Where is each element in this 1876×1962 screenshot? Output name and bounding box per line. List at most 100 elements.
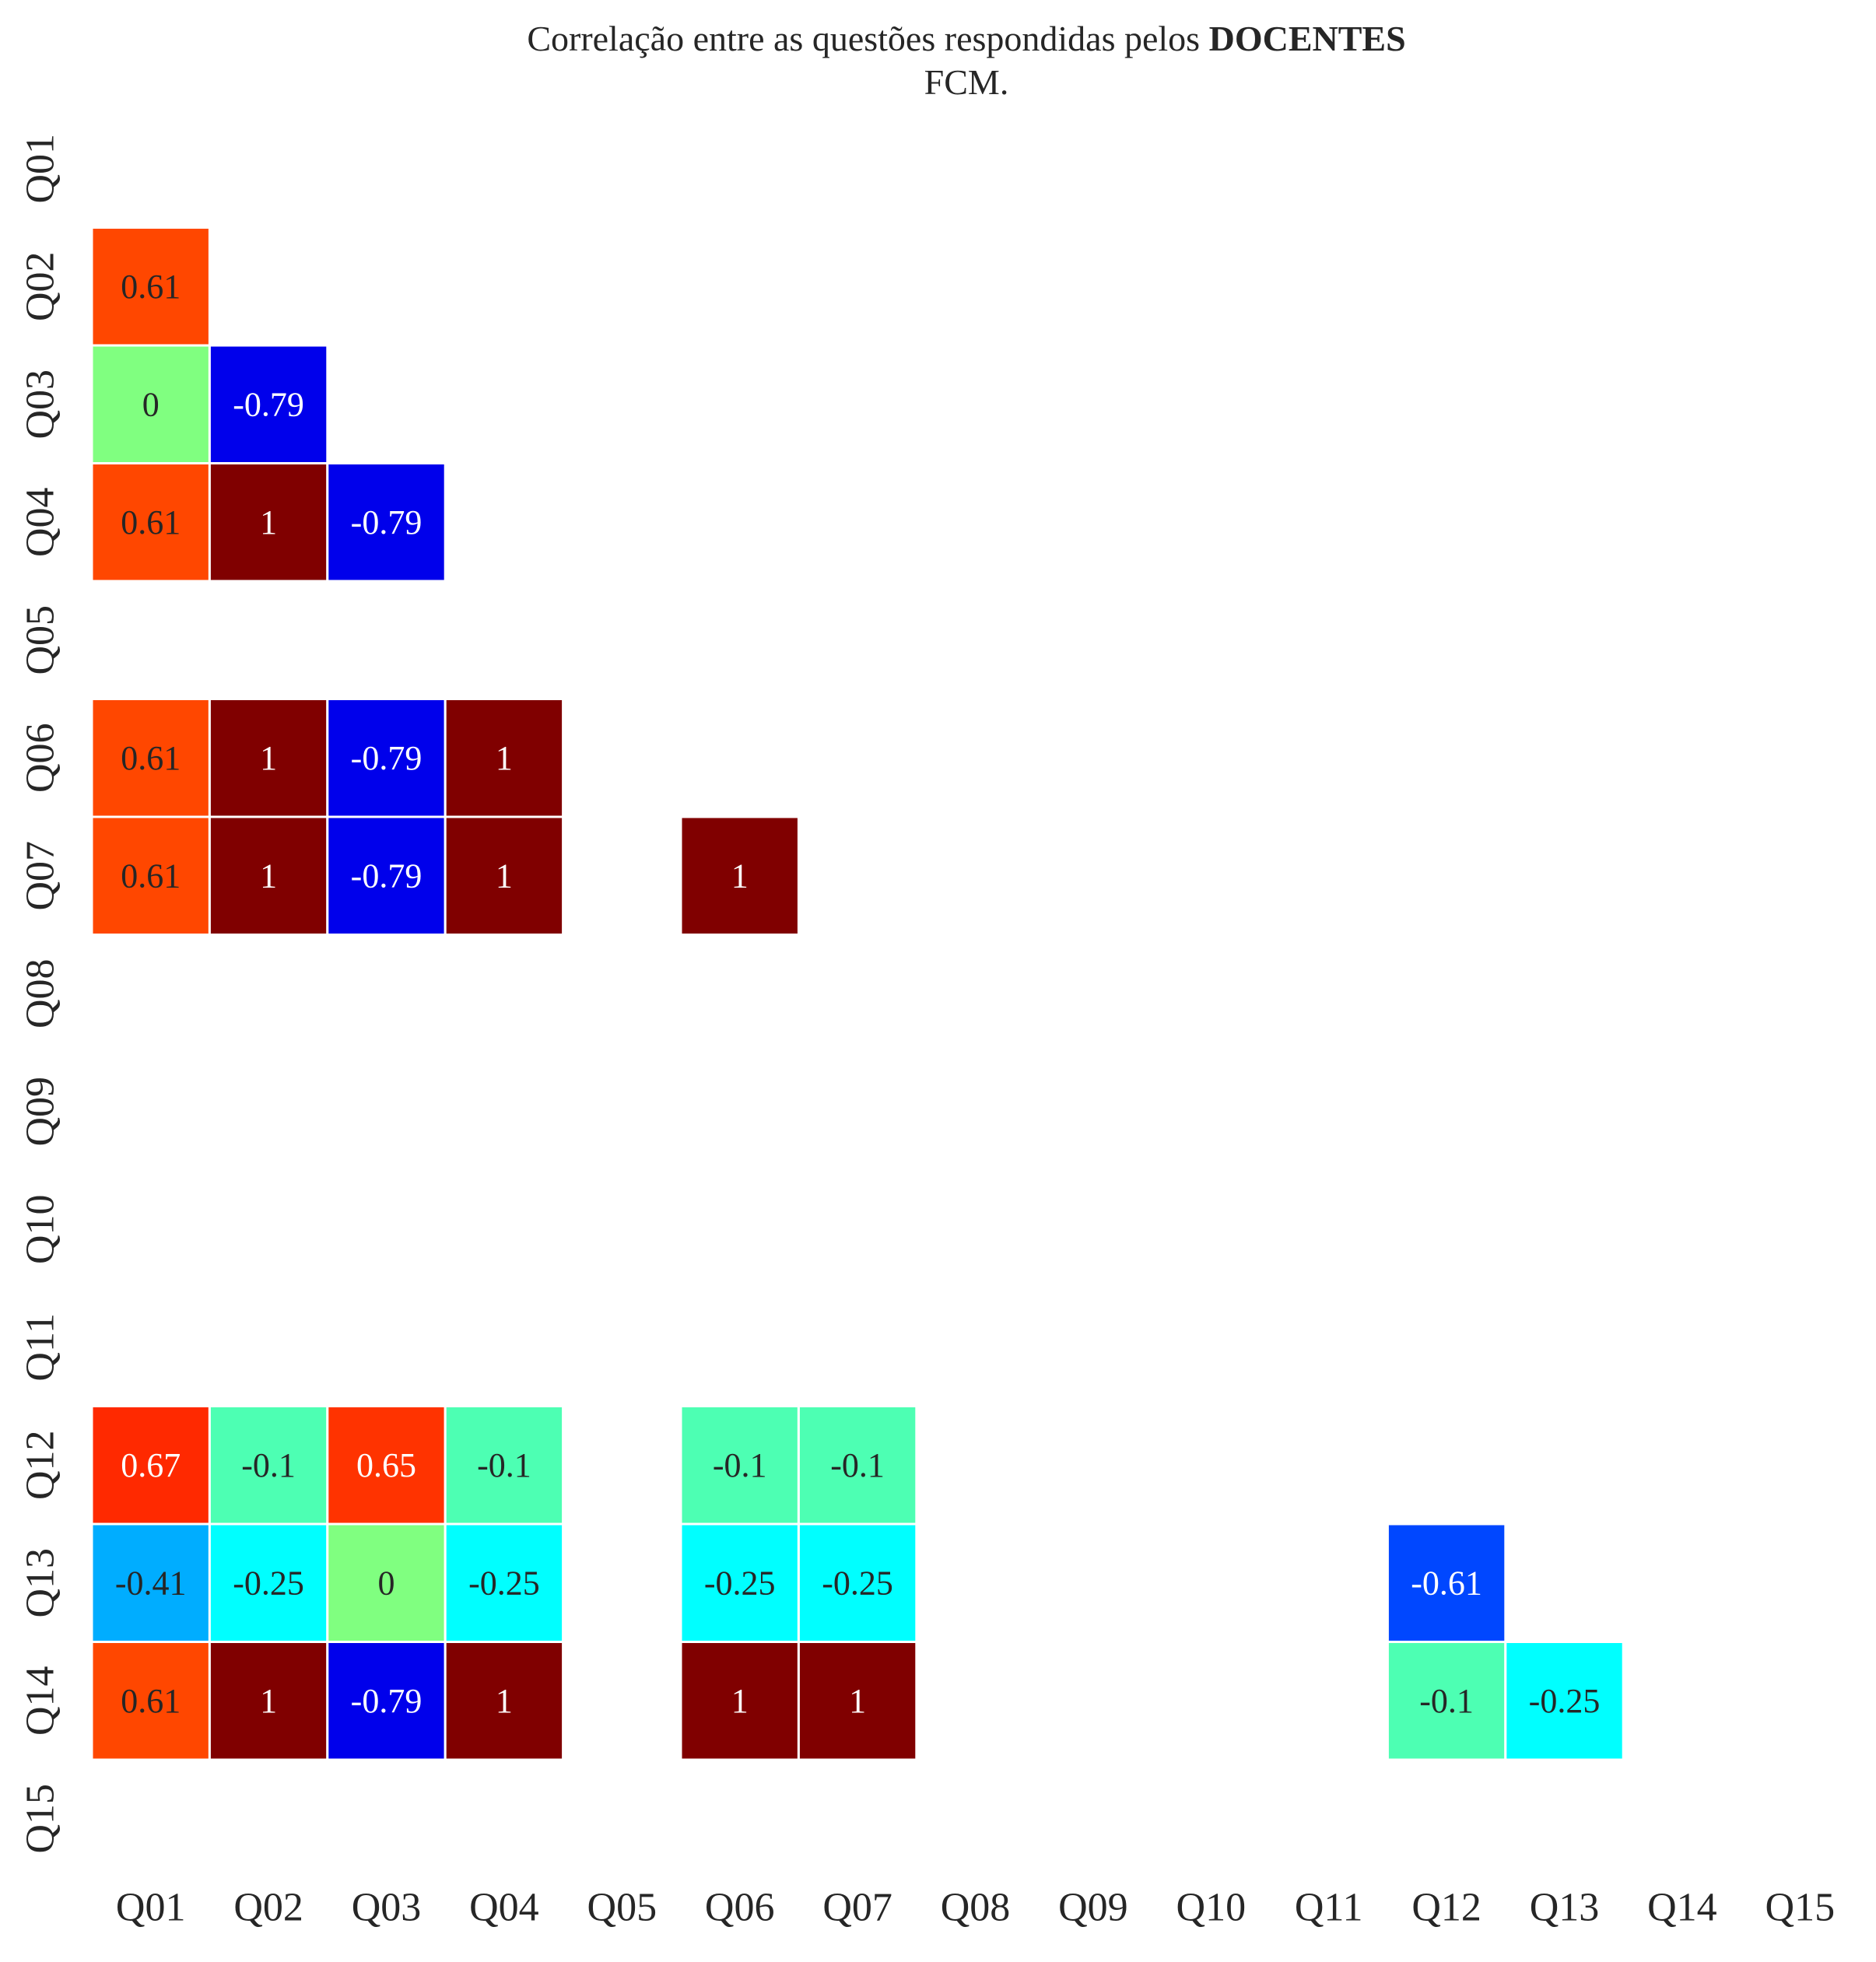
chart-title-prefix: Correlação entre as questões respondidas… (527, 19, 1209, 58)
heatmap-cell-label: 0.61 (121, 268, 181, 306)
heatmap-cell-label: 1 (496, 1682, 513, 1720)
y-tick-label: Q09 (19, 1077, 63, 1147)
heatmap-cell-label: -0.25 (233, 1564, 304, 1602)
y-tick-label: Q04 (19, 487, 63, 557)
x-tick-label: Q08 (941, 1886, 1011, 1930)
heatmap-cell-label: 1 (731, 1682, 749, 1720)
x-tick-label: Q03 (352, 1886, 422, 1930)
heatmap-cells (90, 226, 1625, 1761)
heatmap-cell-label: -0.1 (477, 1446, 531, 1484)
y-tick-label: Q08 (19, 958, 63, 1028)
heatmap-cell-q14-q02 (208, 1641, 329, 1761)
heatmap-cell-q14-q04 (444, 1641, 565, 1761)
heatmap-cell-q02-q01 (90, 226, 211, 347)
heatmap-cell-label: -0.79 (351, 503, 423, 541)
heatmap-cell-q14-q13 (1504, 1641, 1625, 1761)
x-tick-label: Q11 (1295, 1886, 1363, 1930)
heatmap-cell-label: -0.79 (351, 857, 423, 895)
y-tick-label: Q01 (19, 134, 63, 204)
heatmap-cell-q13-q04 (444, 1522, 565, 1643)
heatmap-cell-label: 1 (260, 1682, 277, 1720)
heatmap-cell-label: 0 (142, 385, 160, 423)
chart-title-bold: DOCENTES (1208, 19, 1406, 58)
x-tick-label: Q07 (822, 1886, 892, 1930)
heatmap-cell-q12-q02 (208, 1405, 329, 1526)
heatmap-cell-q13-q06 (679, 1522, 800, 1643)
heatmap-cell-q06-q01 (90, 698, 211, 818)
heatmap-cell-label: -0.25 (704, 1564, 776, 1602)
heatmap-cell-q13-q03 (326, 1522, 447, 1643)
heatmap-cell-labels: 0.61 0 -0.79 0.61 1 -0.79 0.61 1 -0.79 1 0.61 1 -0.7… (115, 268, 1600, 1720)
y-tick-label: Q11 (19, 1313, 63, 1382)
heatmap-cell-q13-q07 (797, 1522, 918, 1643)
heatmap-cell-label: -0.79 (351, 1682, 423, 1720)
x-tick-label: Q12 (1411, 1886, 1482, 1930)
y-tick-label: Q14 (19, 1666, 63, 1736)
heatmap-cell-label: 0.65 (356, 1446, 416, 1484)
x-tick-label: Q02 (233, 1886, 303, 1930)
heatmap-cell-label: -0.79 (351, 739, 423, 777)
heatmap-cell-label: 1 (260, 503, 277, 541)
heatmap-cell-q04-q03 (326, 462, 447, 583)
y-tick-label: Q06 (19, 723, 63, 793)
heatmap-cell-q13-q01 (90, 1522, 211, 1643)
heatmap-cell-label: 0.61 (121, 1682, 181, 1720)
x-tick-label: Q05 (587, 1886, 657, 1930)
heatmap-cell-q07-q04 (444, 815, 565, 936)
heatmap-cell-q12-q07 (797, 1405, 918, 1526)
x-tick-label: Q10 (1176, 1886, 1247, 1930)
heatmap-cell-label: -0.61 (1411, 1564, 1482, 1602)
x-tick-label: Q13 (1530, 1886, 1600, 1930)
heatmap-cell-label: 0.61 (121, 857, 181, 895)
y-tick-label: Q02 (19, 251, 63, 321)
heatmap-cell-label: -0.25 (468, 1564, 540, 1602)
heatmap-cell-q04-q02 (208, 462, 329, 583)
heatmap-cell-q06-q03 (326, 698, 447, 818)
heatmap-cell-label: 1 (260, 739, 277, 777)
y-tick-label: Q13 (19, 1548, 63, 1618)
heatmap-cell-q07-q01 (90, 815, 211, 936)
x-tick-label: Q06 (705, 1886, 775, 1930)
chart-title: Correlação entre as questões respondidas… (0, 17, 1876, 104)
y-tick-label: Q05 (19, 605, 63, 675)
y-tick-label: Q10 (19, 1194, 63, 1264)
heatmap-cell-q12-q01 (90, 1405, 211, 1526)
heatmap-cell-label: -0.1 (1419, 1682, 1474, 1720)
heatmap-cell-label: -0.1 (830, 1446, 885, 1484)
heatmap-cell-label: 1 (260, 857, 277, 895)
heatmap-cell-label: 1 (496, 857, 513, 895)
heatmap-cell-q13-q12 (1386, 1522, 1507, 1643)
y-tick-label: Q07 (19, 841, 63, 911)
x-tick-label: Q09 (1058, 1886, 1128, 1930)
heatmap-cell-label: -0.79 (233, 385, 304, 423)
heatmap-cell-label: 1 (731, 857, 749, 895)
heatmap-cell-label: -0.41 (115, 1564, 187, 1602)
heatmap-cell-q06-q02 (208, 698, 329, 818)
chart-title-line-2: FCM. (924, 62, 1009, 102)
heatmap-cell-label: 0.67 (121, 1446, 181, 1484)
chart-title-line-1: Correlação entre as questões respondidas… (0, 17, 1876, 61)
y-axis-tick-labels: Q01 Q02 Q03 Q04 Q05 Q06 Q07 Q08 Q09 Q10 Q11 Q12 Q13 Q… (19, 134, 63, 1854)
heatmap-cell-label: -0.1 (241, 1446, 296, 1484)
heatmap-cell-q04-q01 (90, 462, 211, 583)
heatmap-cell-label: -0.25 (822, 1564, 893, 1602)
heatmap-cell-q07-q03 (326, 815, 447, 936)
y-tick-label: Q15 (19, 1784, 63, 1854)
heatmap-cell-label: 1 (849, 1682, 866, 1720)
heatmap-cell-label: 0.61 (121, 503, 181, 541)
heatmap-cell-label: -0.1 (713, 1446, 767, 1484)
x-tick-label: Q14 (1647, 1886, 1717, 1930)
x-axis-tick-labels: Q01 Q02 Q03 Q04 Q05 Q06 Q07 Q08 Q09 Q10 Q11 Q12 Q13 Q… (116, 1886, 1835, 1930)
x-tick-label: Q04 (469, 1886, 539, 1930)
heatmap-cell-q12-q03 (326, 1405, 447, 1526)
y-tick-label: Q12 (19, 1430, 63, 1500)
y-tick-label: Q03 (19, 370, 63, 440)
heatmap-cell-label: 0.61 (121, 739, 181, 777)
heatmap-cell-q07-q06 (679, 815, 800, 936)
heatmap-cell-label: 1 (496, 739, 513, 777)
x-tick-label: Q15 (1766, 1886, 1836, 1930)
x-tick-label: Q01 (116, 1886, 186, 1930)
heatmap-cell-q14-q07 (797, 1641, 918, 1761)
heatmap-cell-q14-q06 (679, 1641, 800, 1761)
